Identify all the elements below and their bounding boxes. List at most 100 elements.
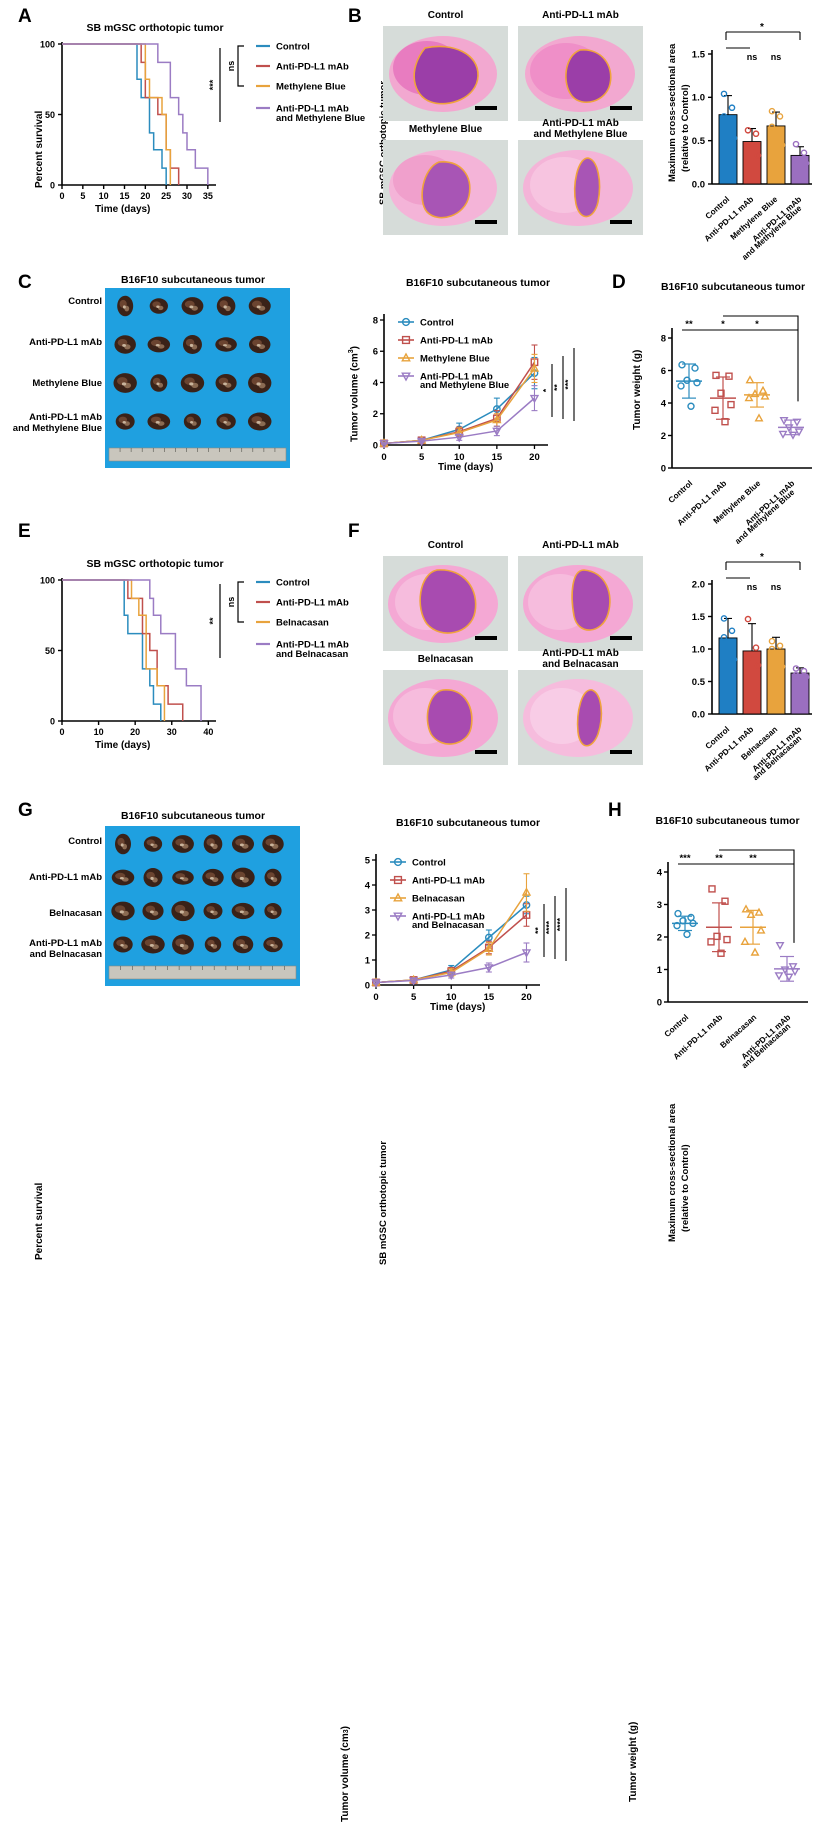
category-label: and Methylene Blue — [740, 204, 803, 262]
data-marker — [800, 667, 808, 675]
histology-svg — [523, 679, 633, 757]
x-tick: 10 — [446, 992, 457, 1003]
data-marker — [800, 149, 808, 157]
bar — [766, 125, 786, 185]
panel-f-img1-label-wrap: Control — [383, 540, 508, 556]
panel-f-img2-label-wrap: Anti-PD-L1 mAb — [518, 540, 643, 556]
data-marker — [792, 418, 802, 427]
x-tick: 20 — [130, 727, 140, 737]
y-tick: 1.5 — [692, 49, 706, 60]
data-marker — [768, 123, 776, 131]
tumor-specimen — [114, 335, 136, 354]
x-tick: 35 — [203, 191, 213, 201]
sig-bracket: ** — [552, 384, 562, 391]
sig-star: *** — [679, 853, 690, 864]
data-marker — [401, 317, 411, 327]
y-tick: 2 — [373, 409, 378, 420]
survival-curve — [62, 43, 180, 185]
legend-label: Anti-PD-L1 mAb — [420, 371, 493, 382]
data-marker — [674, 909, 682, 918]
data-marker — [683, 930, 691, 939]
tumor-specimen — [143, 868, 163, 887]
y-tick: 4 — [365, 880, 371, 891]
legend-label: Anti-PD-L1 mAb — [276, 103, 349, 114]
panel-letter-f: F — [348, 521, 360, 542]
histology-svg — [523, 565, 633, 643]
tumor-specimen — [203, 834, 223, 854]
legend-label: Control — [420, 317, 454, 328]
panel-g-rowlabel-0: Control — [68, 836, 102, 847]
histology-svg — [389, 36, 497, 112]
data-marker — [720, 634, 728, 641]
data-marker — [744, 615, 752, 623]
legend-label-cont: and Belnacasan — [276, 649, 349, 660]
tumor-specimen — [141, 935, 165, 954]
legend-label: Methylene Blue — [276, 81, 346, 92]
tumor-specimen — [171, 900, 195, 922]
tumor-specimen — [216, 413, 236, 430]
panel-c-rowlabel-0: Control — [68, 296, 102, 307]
legend-label: Anti-PD-L1 mAb — [276, 61, 349, 72]
legend-label: Anti-PD-L1 mAb — [420, 335, 493, 346]
tumor-specimen — [149, 298, 168, 314]
y-tick: 2 — [657, 932, 662, 943]
data-marker — [744, 654, 752, 662]
data-marker — [454, 433, 464, 443]
x-tick: 0 — [59, 727, 64, 737]
panel-b-img4-label-line1: Anti-PD-L1 mAb — [542, 118, 619, 129]
data-marker — [401, 372, 411, 382]
panel-g-tumor-photo — [105, 826, 300, 986]
panel-c-rowlabel-2: Methylene Blue — [32, 378, 102, 389]
bar — [718, 114, 738, 185]
panel-g-rowlabel-3-line1: Anti-PD-L1 mAb — [29, 938, 102, 949]
data-marker — [711, 406, 719, 415]
tumor-photo-svg — [108, 833, 297, 980]
tumor-specimen — [248, 335, 271, 354]
bar — [718, 637, 738, 715]
legend-label: Control — [412, 857, 446, 868]
panel-a-xlabel: Time (days) — [95, 204, 151, 215]
panel-g-chart: 0 1 2 3 4 5 0 5 10 15 20 Control Anti-PD-L1 mAb Belna… — [365, 854, 567, 1003]
tumor-specimen — [147, 413, 171, 430]
panel-e-chart: 0 50 100 0 10 20 30 40 ** ns Control Anti-PD-L1 mAb… — [40, 575, 349, 737]
y-tick: 0 — [657, 997, 662, 1008]
data-marker — [416, 437, 427, 447]
panel-g-rowlabel-1-wrap: Anti-PD-L1 mAb — [10, 872, 102, 884]
tumor-specimen — [150, 374, 168, 392]
data-marker — [717, 389, 725, 397]
tumor-specimen — [215, 337, 237, 352]
panel-c-chart: 0 2 4 6 8 0 5 10 15 20 Control Anti-PD-L1 mAb Methyl… — [373, 314, 575, 463]
panel-g-rowlabel-0-wrap: Control — [10, 836, 102, 848]
panel-c-tumor-photo — [105, 288, 290, 468]
data-marker — [768, 637, 776, 645]
y-tick: 4 — [657, 867, 663, 878]
panel-g-ylabel: Tumor volume (cm3) — [340, 1726, 351, 1822]
legend-label: Control — [276, 41, 310, 52]
y-tick: 8 — [373, 315, 378, 326]
panel-a-title: SB mGSC orthotopic tumor — [86, 22, 224, 34]
data-marker — [752, 130, 760, 138]
panel-c-chart-title: B16F10 subcutaneous tumor — [405, 277, 551, 289]
data-marker — [521, 887, 532, 896]
data-marker — [521, 949, 532, 958]
tumor-specimen — [262, 834, 284, 854]
panel-f-ylabel-line1: Maximum cross-sectional area — [667, 1103, 678, 1242]
tumor-specimen — [143, 836, 163, 852]
data-marker — [529, 394, 540, 404]
data-marker — [691, 364, 699, 372]
y-tick: 0.5 — [692, 136, 706, 147]
panel-letter-e: E — [18, 521, 31, 542]
panel-f-img4-label-line1: Anti-PD-L1 mAb — [542, 648, 619, 659]
panel-b-img3-label-wrap: Methylene Blue — [383, 124, 508, 140]
panel-letter-c: C — [18, 272, 32, 293]
y-tick: 5 — [365, 855, 371, 866]
panel-e-title: SB mGSC orthotopic tumor — [86, 558, 224, 570]
tumor-specimen — [147, 336, 171, 353]
data-marker — [727, 400, 735, 409]
data-marker — [677, 382, 685, 390]
y-tick: 100 — [40, 575, 55, 585]
x-tick: 15 — [484, 992, 495, 1003]
panel-f-histology-antipdl1 — [518, 556, 643, 651]
